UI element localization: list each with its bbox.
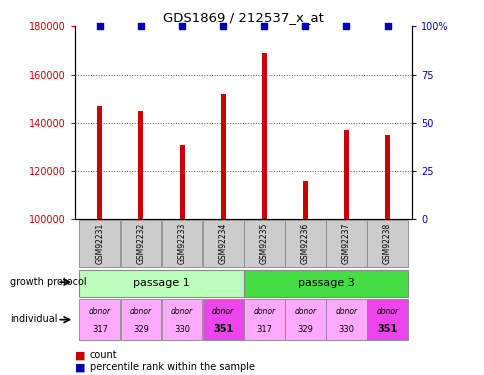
Text: 329: 329 — [297, 325, 313, 334]
Text: ■: ■ — [75, 363, 86, 372]
Text: donor: donor — [376, 308, 398, 316]
Point — [383, 23, 391, 29]
Text: GSM92237: GSM92237 — [341, 223, 350, 264]
Bar — [79, 299, 120, 340]
Text: donor: donor — [130, 308, 151, 316]
Point — [137, 23, 145, 29]
Text: donor: donor — [335, 308, 357, 316]
Bar — [243, 270, 407, 297]
Bar — [302, 181, 307, 219]
Bar — [285, 299, 325, 340]
Text: GSM92235: GSM92235 — [259, 223, 268, 264]
Text: 330: 330 — [338, 325, 354, 334]
Text: 351: 351 — [212, 324, 233, 334]
Bar — [121, 299, 161, 340]
Text: donor: donor — [171, 308, 193, 316]
Bar — [138, 111, 143, 219]
Text: 317: 317 — [91, 325, 107, 334]
Point — [301, 23, 309, 29]
Text: GSM92232: GSM92232 — [136, 223, 145, 264]
Point — [342, 23, 349, 29]
Bar — [243, 299, 284, 340]
Text: growth protocol: growth protocol — [10, 277, 86, 287]
Text: count: count — [90, 351, 117, 360]
Bar — [79, 270, 243, 297]
Bar — [243, 220, 284, 267]
Bar — [366, 220, 407, 267]
Bar — [220, 94, 225, 219]
Text: 317: 317 — [256, 325, 272, 334]
Point — [219, 23, 227, 29]
Text: donor: donor — [253, 308, 275, 316]
Bar — [202, 220, 243, 267]
Text: passage 1: passage 1 — [133, 278, 189, 288]
Bar — [161, 299, 202, 340]
Bar — [285, 220, 325, 267]
Bar — [325, 220, 366, 267]
Bar — [121, 220, 161, 267]
Text: 329: 329 — [133, 325, 149, 334]
Text: GSM92238: GSM92238 — [382, 223, 391, 264]
Text: donor: donor — [89, 308, 111, 316]
Point — [260, 23, 268, 29]
Text: individual: individual — [10, 315, 57, 324]
Text: donor: donor — [294, 308, 316, 316]
Text: donor: donor — [212, 308, 234, 316]
Bar — [79, 220, 120, 267]
Text: passage 3: passage 3 — [297, 278, 354, 288]
Bar — [384, 135, 389, 219]
Text: GSM92233: GSM92233 — [177, 223, 186, 264]
Text: 351: 351 — [377, 324, 397, 334]
Text: GSM92234: GSM92234 — [218, 223, 227, 264]
Text: GSM92231: GSM92231 — [95, 223, 104, 264]
Title: GDS1869 / 212537_x_at: GDS1869 / 212537_x_at — [163, 11, 323, 24]
Bar — [161, 220, 202, 267]
Bar — [179, 144, 184, 219]
Point — [178, 23, 185, 29]
Bar — [366, 299, 407, 340]
Bar — [261, 53, 266, 219]
Point — [96, 23, 104, 29]
Bar — [343, 130, 348, 219]
Text: percentile rank within the sample: percentile rank within the sample — [90, 363, 254, 372]
Bar — [325, 299, 366, 340]
Text: ■: ■ — [75, 351, 86, 360]
Bar — [202, 299, 243, 340]
Bar — [97, 106, 102, 219]
Text: 330: 330 — [174, 325, 190, 334]
Text: GSM92236: GSM92236 — [300, 223, 309, 264]
